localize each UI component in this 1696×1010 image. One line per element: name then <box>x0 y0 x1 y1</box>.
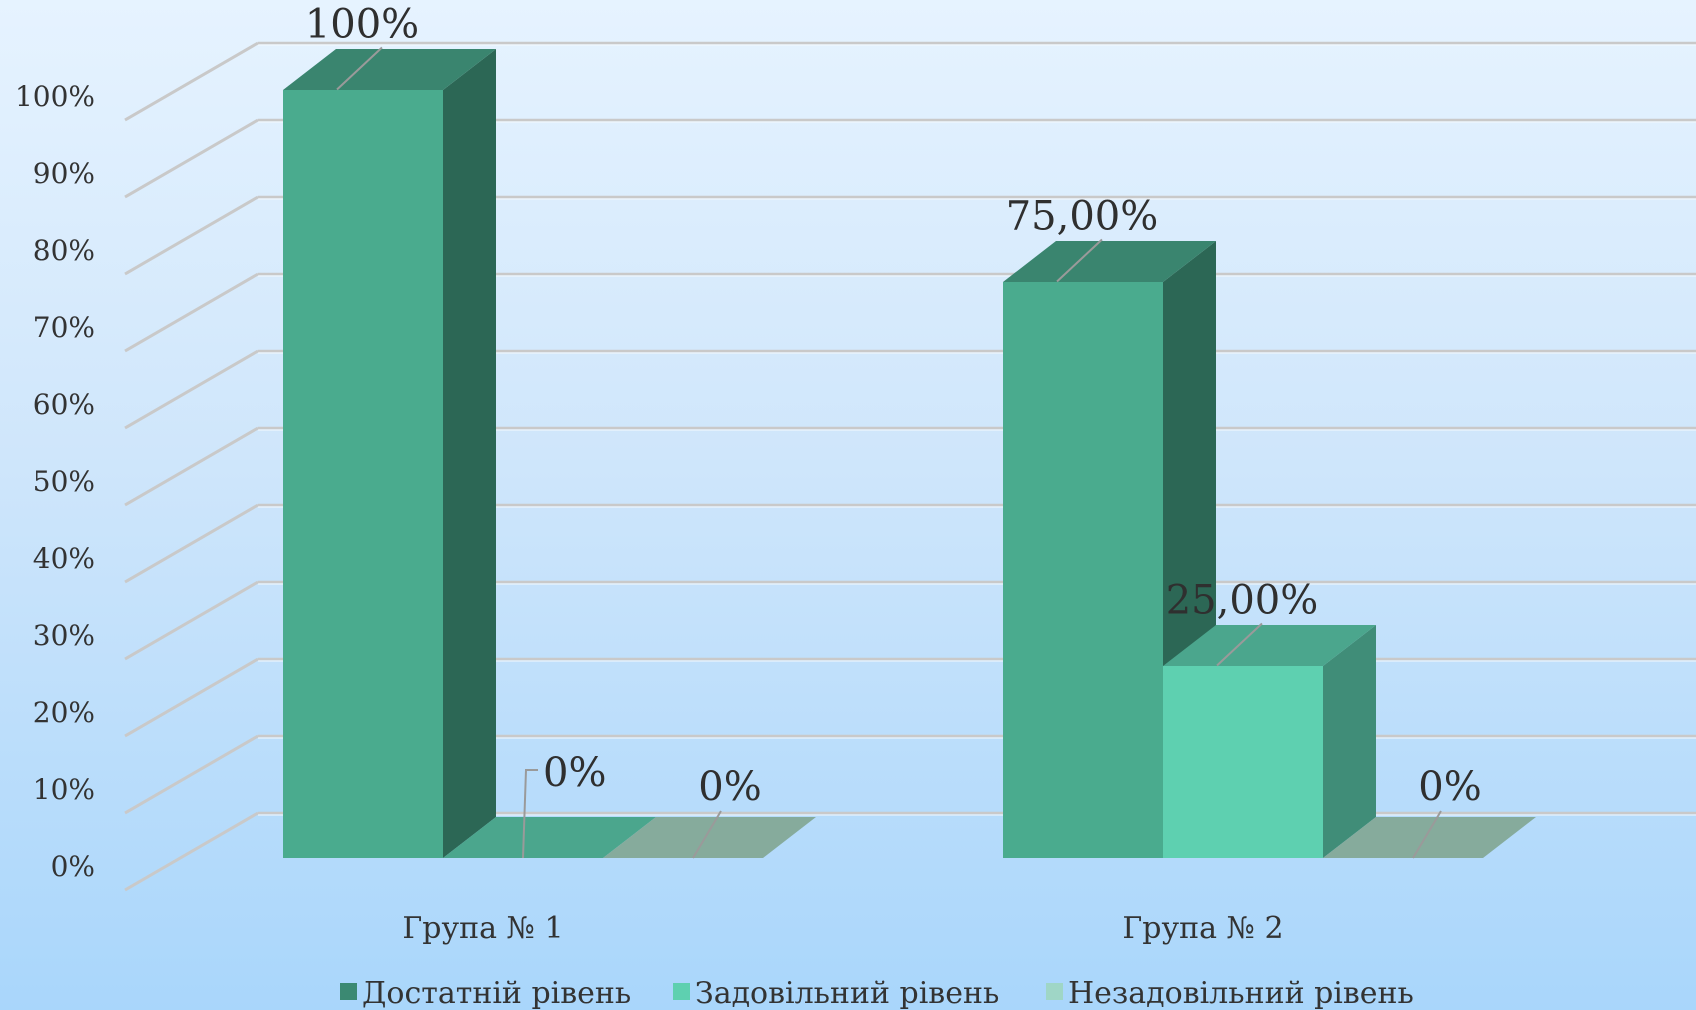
data-label: 0% <box>1418 764 1481 810</box>
leader-line <box>1216 622 1263 667</box>
data-label: 100% <box>305 2 419 48</box>
gridline-side <box>124 41 259 122</box>
data-label: 25,00% <box>1166 578 1319 624</box>
leader-line <box>336 46 383 91</box>
leader-line <box>692 810 722 859</box>
legend-swatch <box>340 983 357 1000</box>
legend-item: Достатній рівень <box>340 976 631 1010</box>
legend-swatch <box>1046 983 1063 1000</box>
leader-line <box>1412 810 1442 859</box>
bar-1-3 <box>603 817 816 858</box>
x-category-label: Група № 2 <box>1122 911 1283 946</box>
data-labels: 100% 0% 0% 75,00% 25,00% 0% <box>305 2 1482 859</box>
y-tick-label: 20% <box>33 696 95 729</box>
gridline-side <box>124 426 259 507</box>
bar-top <box>603 817 816 858</box>
legend-item: Незадовільний рівень <box>1046 976 1414 1010</box>
bar-1-1 <box>283 49 496 858</box>
gridline-side <box>124 195 259 276</box>
y-tick-label: 0% <box>51 850 95 883</box>
bar-top <box>1323 817 1536 858</box>
gridlines <box>124 41 1696 892</box>
gridline-side <box>124 811 259 892</box>
bar-top <box>443 817 656 858</box>
y-tick-label: 60% <box>33 388 95 421</box>
y-tick-label: 10% <box>33 773 95 806</box>
bar-1-2 <box>443 817 656 858</box>
gridline-side <box>124 734 259 815</box>
leader-line <box>522 769 538 859</box>
data-label: 0% <box>698 764 761 810</box>
legend-label: Незадовільний рівень <box>1068 976 1414 1010</box>
legend-label: Достатній рівень <box>362 976 631 1010</box>
gridline-side <box>124 657 259 738</box>
y-tick-label: 100% <box>15 80 95 113</box>
legend-swatch <box>673 983 690 1000</box>
y-tick-label: 50% <box>33 465 95 498</box>
y-tick-label: 70% <box>33 311 95 344</box>
y-tick-label: 30% <box>33 619 95 652</box>
bar-top <box>283 49 496 90</box>
bar-side <box>443 49 496 858</box>
bar-2-1 <box>1003 241 1216 858</box>
bar-top <box>1003 241 1216 282</box>
y-tick-label: 40% <box>33 542 95 575</box>
y-tick-label: 80% <box>33 234 95 267</box>
gridline-side <box>124 349 259 430</box>
gridline-side <box>124 580 259 661</box>
data-label: 0% <box>543 750 606 796</box>
gridline-side <box>124 503 259 584</box>
y-axis-ticks: 0% 10% 20% 30% 40% 50% 60% 70% 80% 90% 100% <box>15 80 95 883</box>
y-tick-label: 90% <box>33 157 95 190</box>
x-axis-categories: Група № 1 Група № 2 <box>402 911 1283 946</box>
bar-side <box>1323 625 1376 858</box>
gridline-side <box>124 118 259 199</box>
legend-item: Задовільний рівень <box>673 976 999 1010</box>
data-label: 75,00% <box>1006 194 1159 240</box>
bars <box>283 49 1536 858</box>
bar-front <box>1003 282 1163 858</box>
bar-top <box>1163 625 1376 666</box>
leader-line <box>1056 238 1103 283</box>
bar-2-3 <box>1323 817 1536 858</box>
x-category-label: Група № 1 <box>402 911 563 946</box>
bar-2-2 <box>1163 625 1376 858</box>
bar-front <box>1163 666 1323 858</box>
legend: Достатній рівень Задовільний рівень Незадо… <box>340 976 1414 1010</box>
legend-label: Задовільний рівень <box>695 976 999 1010</box>
bar-front <box>283 90 443 858</box>
gridline-side <box>124 272 259 353</box>
